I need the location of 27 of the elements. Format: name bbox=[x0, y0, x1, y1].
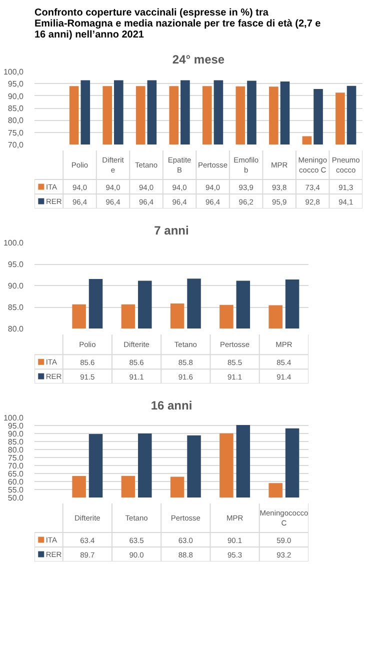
y-tick-label: 55.0 bbox=[8, 486, 24, 494]
chart-title: Confronto coperture vaccinali (espresse in %) tra Emilia-Romagna e media nazionale per tre fasce di età (2,7 e 16 anni) nell’anno 2021 bbox=[34, 8, 322, 40]
y-tick-label: 85,0 bbox=[8, 104, 24, 113]
y-tick-label: 70.0 bbox=[8, 462, 24, 470]
y-tick-label: 90.0 bbox=[8, 282, 24, 290]
y-tick-label: 100.0 bbox=[3, 414, 24, 422]
y-tick-label: 75.0 bbox=[8, 454, 24, 462]
y-tick-label: 90.0 bbox=[8, 430, 24, 438]
chart-title: 7 anni bbox=[154, 224, 189, 238]
y-tick-label: 60.0 bbox=[8, 478, 24, 486]
y-tick-label: 85.0 bbox=[8, 438, 24, 446]
y-tick-label: 70,0 bbox=[8, 140, 24, 150]
y-tick-label: 90,0 bbox=[8, 92, 24, 101]
y-tick-label: 95,0 bbox=[8, 80, 24, 89]
chart-title: 16 anni bbox=[150, 398, 192, 412]
y-tick-label: 95.0 bbox=[8, 422, 24, 430]
y-tick-label: 65.0 bbox=[8, 470, 24, 478]
y-tick-label: 80.0 bbox=[8, 446, 24, 454]
y-tick-label: 50.0 bbox=[8, 494, 24, 502]
y-tick-label: 100.0 bbox=[3, 238, 24, 248]
y-tick-label: 95.0 bbox=[8, 260, 24, 269]
y-tick-label: 80,0 bbox=[8, 116, 24, 126]
chart-subtitle: 24° mese bbox=[172, 52, 225, 66]
y-tick-label: 85.0 bbox=[8, 303, 24, 312]
y-tick-label: 75,0 bbox=[8, 128, 24, 138]
y-tick-label: 80.0 bbox=[8, 324, 24, 334]
y-tick-label: 100,0 bbox=[3, 68, 24, 76]
